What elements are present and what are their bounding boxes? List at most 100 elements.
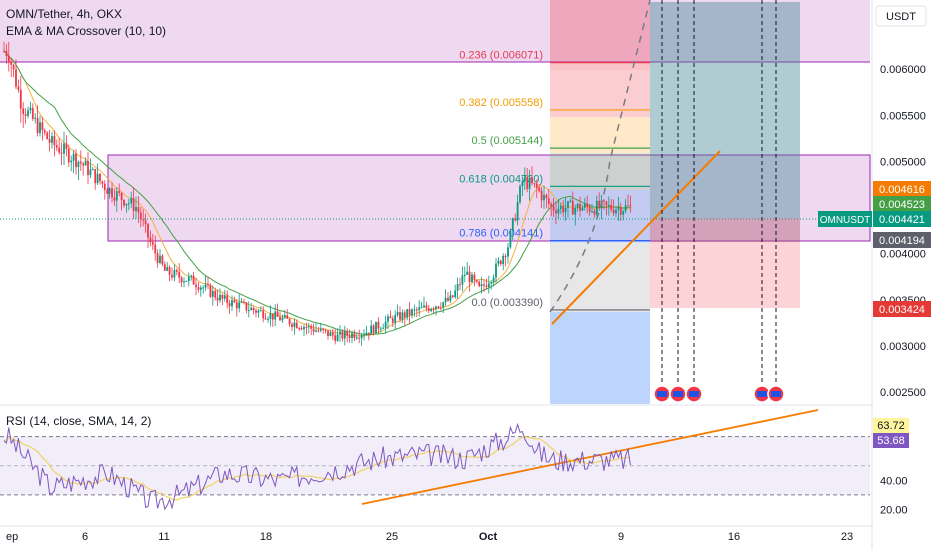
candle-body bbox=[34, 117, 37, 119]
candle-body bbox=[451, 295, 454, 298]
candle-body bbox=[111, 188, 113, 198]
candle-body bbox=[459, 284, 461, 286]
candle-body bbox=[480, 284, 483, 287]
candle-body bbox=[526, 177, 529, 189]
candle-body bbox=[31, 107, 34, 119]
candle-body bbox=[317, 330, 320, 332]
indicator-title[interactable]: EMA & MA Crossover (10, 10) bbox=[6, 24, 167, 38]
candle-body bbox=[533, 183, 536, 185]
rsi-legend[interactable]: RSI (14, close, SMA, 14, 2) bbox=[6, 414, 152, 428]
candle-body bbox=[221, 294, 224, 299]
candle-body bbox=[207, 284, 209, 286]
candle-body bbox=[574, 207, 577, 215]
candle-body bbox=[502, 255, 505, 265]
candle-body bbox=[329, 332, 332, 336]
candle-body bbox=[315, 330, 317, 332]
fib-band-6 bbox=[550, 312, 650, 404]
candle-body bbox=[615, 209, 617, 214]
candle-body bbox=[281, 317, 284, 321]
candle-body bbox=[511, 218, 514, 231]
candle-body bbox=[65, 143, 68, 149]
candle-body bbox=[286, 315, 289, 319]
candle-body bbox=[478, 281, 481, 287]
candle-body bbox=[547, 198, 550, 205]
rsi-tick-0: 40.00 bbox=[880, 475, 908, 487]
candle-body bbox=[607, 204, 610, 206]
fib-band-1 bbox=[550, 70, 650, 117]
candle-body bbox=[235, 302, 238, 309]
candle-body bbox=[142, 219, 145, 221]
candle-body bbox=[454, 290, 457, 298]
price-badge-label-4: 0.003424 bbox=[879, 304, 925, 316]
candle-body bbox=[247, 309, 250, 311]
candle-body bbox=[101, 181, 104, 184]
candle-body bbox=[514, 218, 517, 221]
candle-body bbox=[336, 334, 339, 341]
candle-body bbox=[55, 145, 58, 148]
candle-body bbox=[447, 297, 449, 301]
candle-body bbox=[360, 335, 363, 339]
candle-body bbox=[331, 332, 334, 336]
candle-body bbox=[579, 203, 581, 211]
rsi-badge-0 bbox=[873, 418, 909, 433]
candle-body bbox=[382, 327, 385, 329]
candle-body bbox=[384, 321, 387, 328]
candle-body bbox=[298, 328, 301, 330]
price-tick-7: 0.003000 bbox=[880, 341, 926, 353]
candle-body bbox=[411, 309, 413, 316]
candle-body bbox=[226, 295, 229, 304]
candle-body bbox=[156, 253, 159, 263]
candle-body bbox=[5, 50, 8, 56]
candle-body bbox=[291, 324, 293, 327]
candle-body bbox=[89, 169, 92, 176]
candle-body bbox=[293, 322, 296, 327]
candle-body bbox=[211, 290, 214, 297]
candle-body bbox=[550, 204, 553, 207]
candle-body bbox=[375, 321, 377, 334]
moving-average-layer bbox=[3, 50, 631, 337]
rsi-trendline bbox=[361, 409, 819, 505]
candle-body bbox=[94, 169, 97, 184]
candle-body bbox=[77, 161, 80, 168]
position-stop-zone bbox=[650, 218, 800, 308]
symbol-title[interactable]: OMN/Tether, 4h, OKX bbox=[6, 7, 123, 21]
fib-label-1: 0.382 (0.005558) bbox=[459, 97, 543, 109]
candle-body bbox=[413, 309, 416, 311]
candle-body bbox=[545, 194, 548, 199]
candle-body bbox=[427, 308, 430, 311]
candle-body bbox=[471, 274, 473, 283]
candle-body bbox=[233, 300, 236, 303]
candle-body bbox=[351, 333, 353, 338]
candle-body bbox=[588, 206, 591, 212]
candle-body bbox=[120, 193, 123, 200]
candle-body bbox=[257, 310, 260, 313]
candle-body bbox=[63, 143, 65, 154]
candle-body bbox=[576, 203, 579, 208]
candle-body bbox=[324, 329, 327, 331]
price-badge-label-3: 0.004194 bbox=[879, 235, 925, 247]
candle-body bbox=[408, 309, 411, 316]
candle-body bbox=[603, 200, 605, 202]
price-axis-bg bbox=[873, 0, 932, 550]
candle-body bbox=[555, 210, 557, 214]
candle-body bbox=[22, 108, 25, 115]
candle-body bbox=[363, 334, 365, 336]
price-badge-label-0: 0.004616 bbox=[879, 184, 925, 196]
candle-body bbox=[355, 337, 358, 339]
candle-body bbox=[415, 309, 418, 311]
symbol-tag-label: OMNUSDT bbox=[820, 215, 871, 226]
main-legend: OMN/Tether, 4h, OKX EMA & MA Crossover (… bbox=[6, 6, 166, 40]
drawing-layer bbox=[0, 0, 872, 505]
candle-body bbox=[420, 307, 423, 309]
candle-body bbox=[79, 161, 82, 164]
candle-body bbox=[341, 331, 344, 339]
time-tick-1: 6 bbox=[82, 531, 88, 543]
candle-body bbox=[540, 190, 543, 201]
candle-body bbox=[552, 206, 555, 211]
price-tick-3: 0.005000 bbox=[880, 156, 926, 168]
candle-body bbox=[406, 309, 409, 318]
candle-body bbox=[147, 223, 149, 238]
candle-body bbox=[456, 284, 459, 291]
